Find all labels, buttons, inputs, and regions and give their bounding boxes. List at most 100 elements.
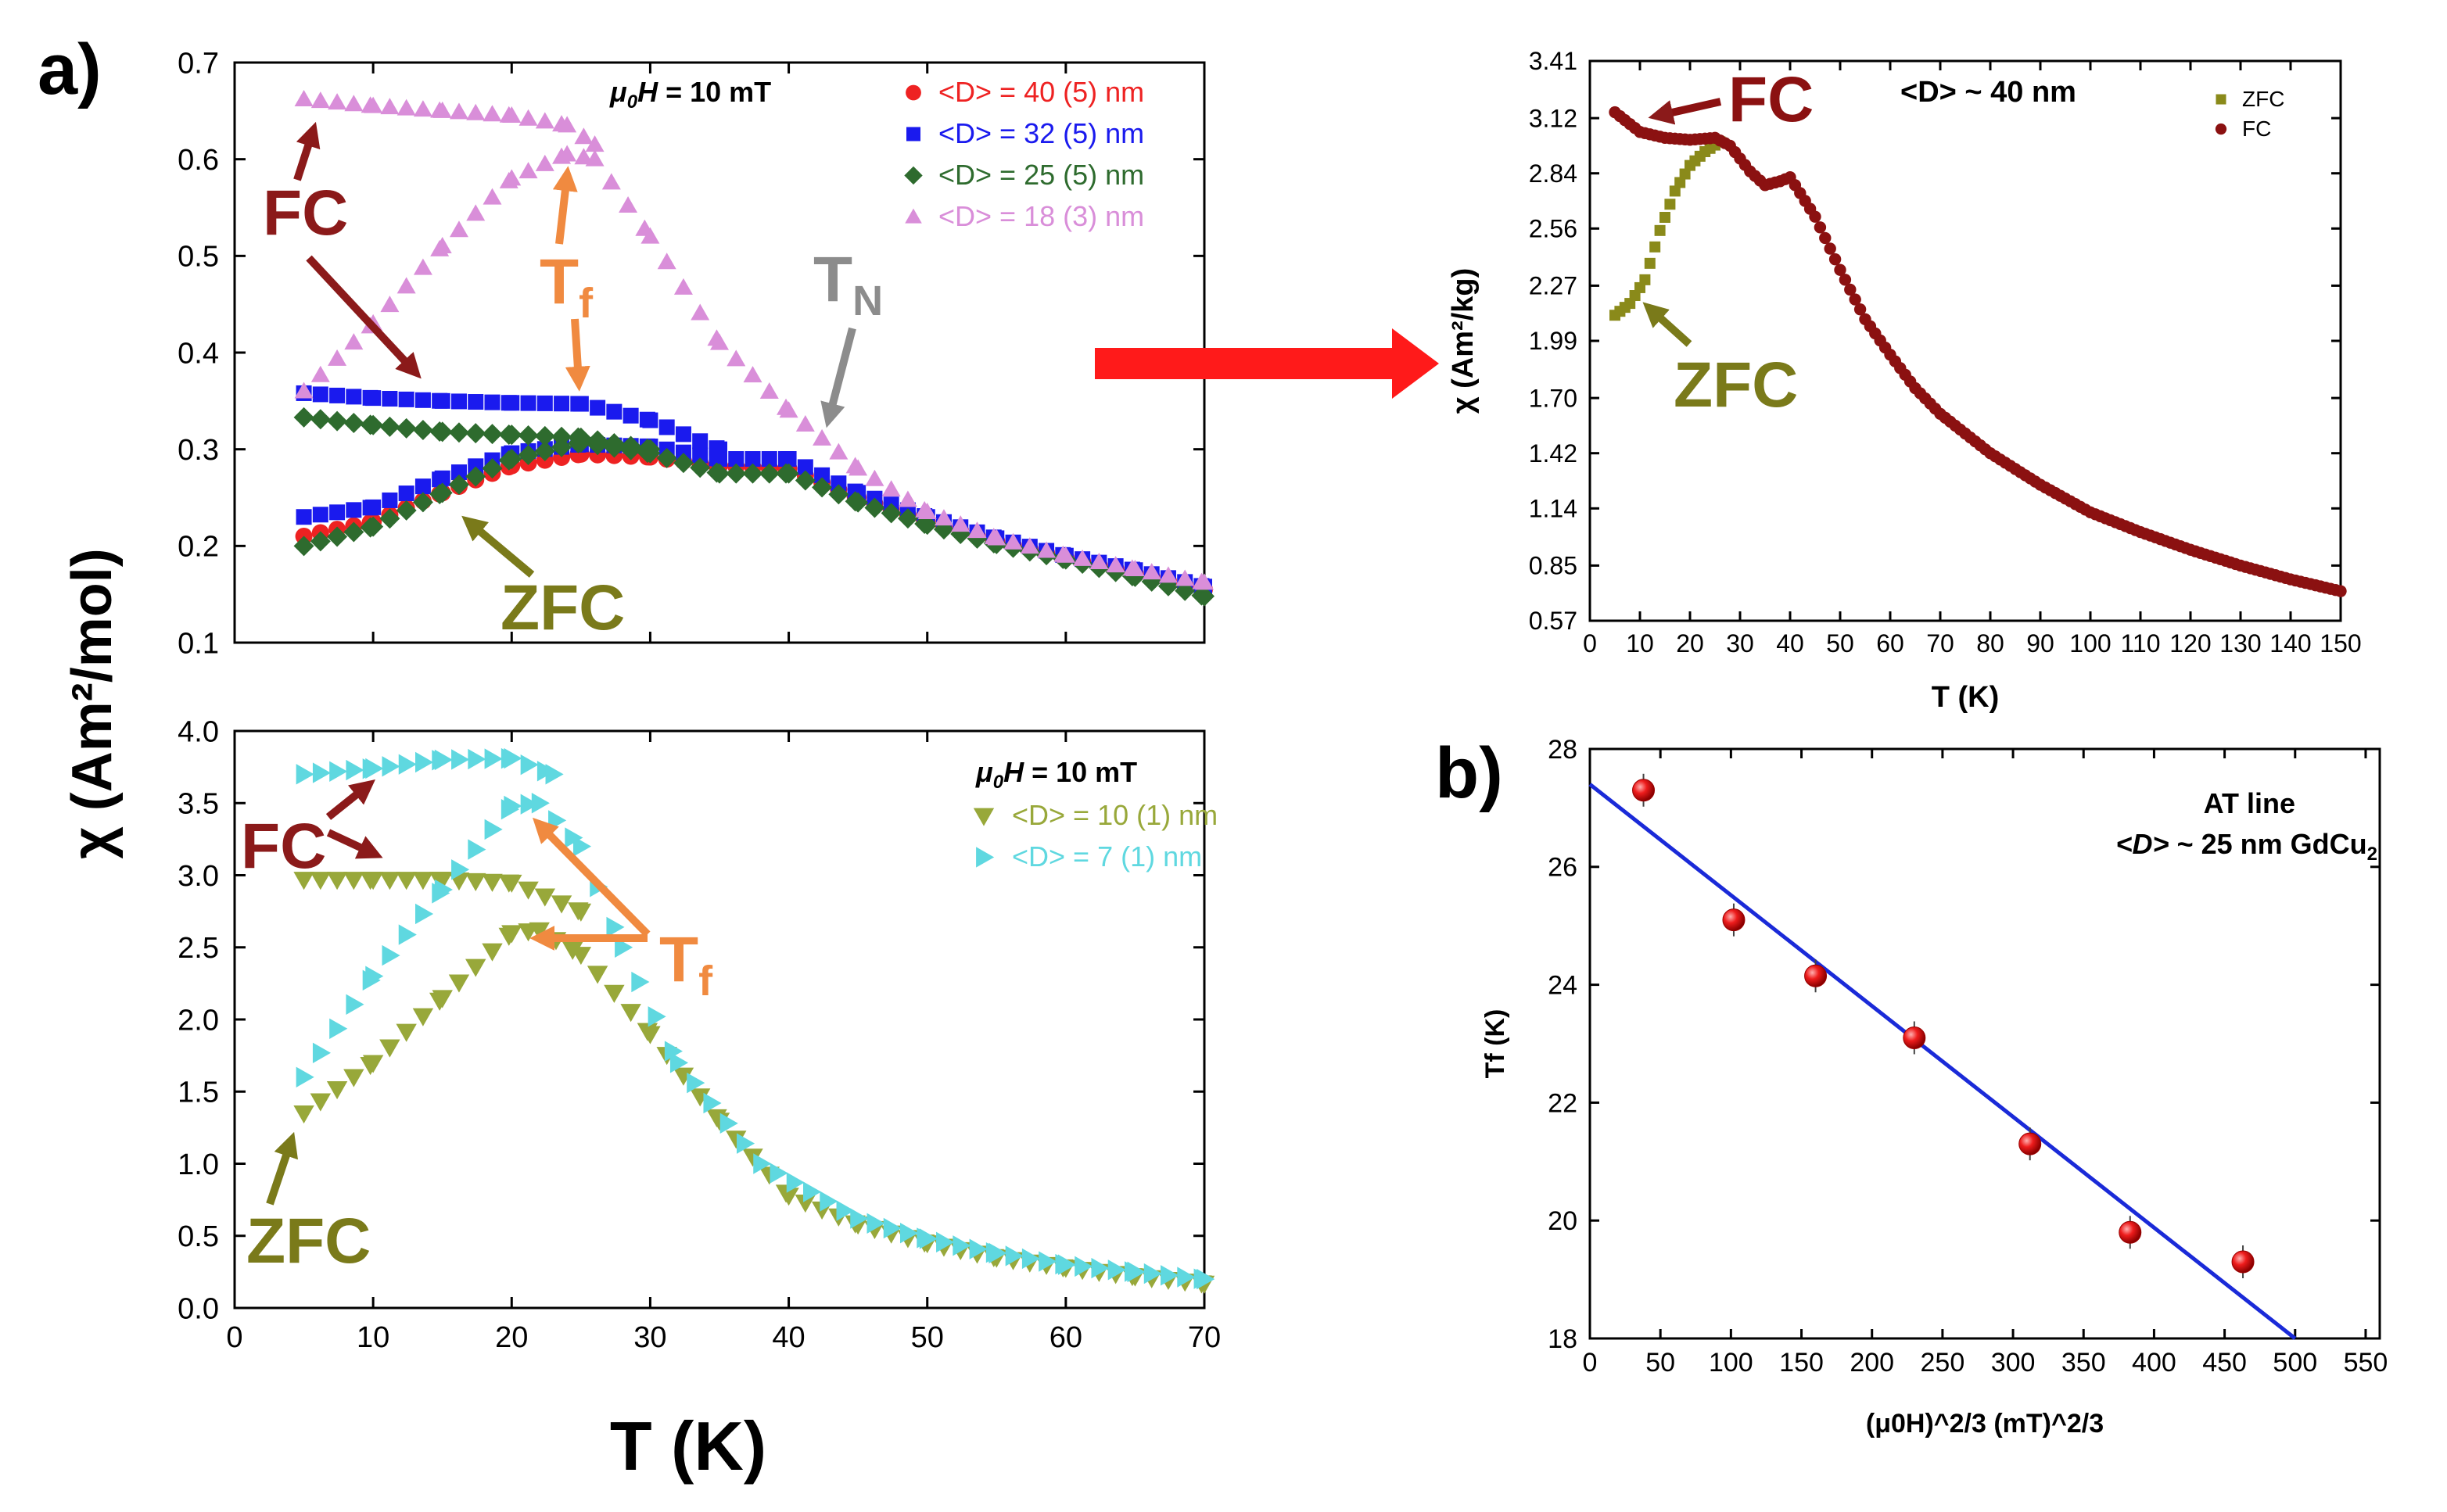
- y-tick-label: 22: [1548, 1088, 1577, 1118]
- data-point: [1056, 546, 1075, 563]
- data-point: [850, 1208, 869, 1229]
- data-point: [743, 366, 762, 383]
- data-point: [327, 410, 348, 432]
- data-point: [848, 492, 869, 513]
- data-point: [482, 458, 503, 479]
- data-point: [412, 1008, 434, 1027]
- data-point: [1107, 1259, 1126, 1281]
- data-point: [585, 135, 605, 152]
- data-point: [468, 394, 484, 410]
- data-point: [484, 394, 501, 410]
- data-point: [658, 419, 675, 435]
- data-point: [620, 435, 641, 457]
- y-tick-label: 3.5: [178, 788, 219, 821]
- data-point: [574, 148, 594, 165]
- data-point: [396, 277, 416, 294]
- a-top-tn-label: TN: [813, 244, 883, 324]
- data-point: [1849, 293, 1861, 306]
- x-tick-label: 450: [2202, 1348, 2247, 1378]
- series-1: [296, 436, 1212, 595]
- data-point: [640, 439, 661, 460]
- data-point: [849, 459, 868, 476]
- data-point: [296, 764, 314, 785]
- data-point: [742, 1148, 763, 1167]
- y-tick-label: 1.14: [1529, 494, 1577, 522]
- data-point: [501, 925, 522, 944]
- x-tick-label: 100: [2069, 629, 2111, 657]
- data-point: [412, 419, 433, 440]
- data-point: [326, 872, 348, 890]
- data-point: [759, 382, 779, 399]
- data-point: [346, 389, 362, 405]
- y-tick-label: 2.56: [1529, 214, 1577, 242]
- data-point: [432, 872, 453, 890]
- data-point: [2334, 585, 2347, 597]
- data-point: [814, 467, 831, 483]
- data-point: [2018, 1132, 2042, 1155]
- series-0: [293, 922, 1215, 1294]
- x-tick-label: 300: [1991, 1348, 2036, 1378]
- data-point: [365, 758, 384, 779]
- data-point: [606, 916, 625, 938]
- data-point: [501, 874, 522, 893]
- x-tick-label: 130: [2219, 629, 2261, 657]
- x-tick-label: 200: [1850, 1348, 1894, 1378]
- y-tick-label: 2.0: [178, 1004, 219, 1037]
- data-point: [1142, 563, 1161, 580]
- data-point: [396, 417, 417, 439]
- data-point: [534, 440, 555, 461]
- data-point: [329, 761, 348, 783]
- y-axis-label: Tf (K): [1480, 1009, 1510, 1079]
- data-point: [398, 754, 417, 775]
- data-point: [797, 459, 813, 475]
- data-point: [1075, 1256, 1093, 1277]
- data-point: [504, 795, 522, 817]
- chart-inset: 0 10 20 30 40 50 60 70 80 90 100 110 120 130 140 150 0.5…: [1447, 47, 2362, 714]
- data-point: [432, 236, 452, 253]
- y-tick-label: 3.41: [1529, 47, 1577, 75]
- x-tick-label: 400: [2132, 1348, 2176, 1378]
- a-bottom-fc-label: FC: [241, 811, 326, 882]
- data-point: [640, 227, 660, 244]
- data-point: [709, 463, 730, 484]
- inset-fc-arrow: [1648, 98, 1722, 125]
- data-point: [534, 888, 555, 907]
- data-point: [558, 145, 577, 162]
- data-point: [465, 423, 486, 444]
- plot-frame: [1588, 59, 2342, 622]
- data-point: [710, 333, 729, 350]
- y-tick-label: 4.0: [178, 715, 219, 748]
- data-point: [312, 507, 328, 523]
- data-point: [587, 430, 608, 451]
- data-point: [468, 748, 486, 770]
- x-tick-label: 60: [1876, 629, 1904, 657]
- data-point: [518, 425, 539, 446]
- data-point: [415, 903, 434, 925]
- y-tick-label: 0.6: [178, 144, 219, 177]
- data-point: [656, 447, 677, 468]
- data-point: [953, 1235, 971, 1256]
- data-point: [504, 747, 522, 769]
- data-point: [572, 836, 592, 857]
- data-point: [396, 99, 416, 116]
- data-point: [795, 1195, 816, 1213]
- data-point: [778, 463, 799, 484]
- inset-annotations: <D> ~ 40 nm FC ZFC: [1642, 64, 2076, 421]
- data-point: [1127, 1261, 1146, 1283]
- data-point: [1158, 566, 1178, 583]
- data-point: [502, 106, 522, 124]
- data-point: [296, 1066, 314, 1087]
- data-point: [742, 463, 763, 484]
- data-point: [396, 1023, 417, 1042]
- y-tick-label: 0.0: [178, 1292, 219, 1325]
- x-tick-label: 50: [911, 1321, 944, 1354]
- y-tick-label: 0.7: [178, 47, 219, 80]
- data-point: [548, 810, 567, 831]
- a-top-tf-arrow-up: [552, 166, 578, 245]
- data-point: [312, 1042, 332, 1064]
- data-point: [328, 93, 347, 110]
- data-point: [1828, 253, 1842, 266]
- data-point: [917, 514, 938, 536]
- data-point: [726, 1130, 747, 1149]
